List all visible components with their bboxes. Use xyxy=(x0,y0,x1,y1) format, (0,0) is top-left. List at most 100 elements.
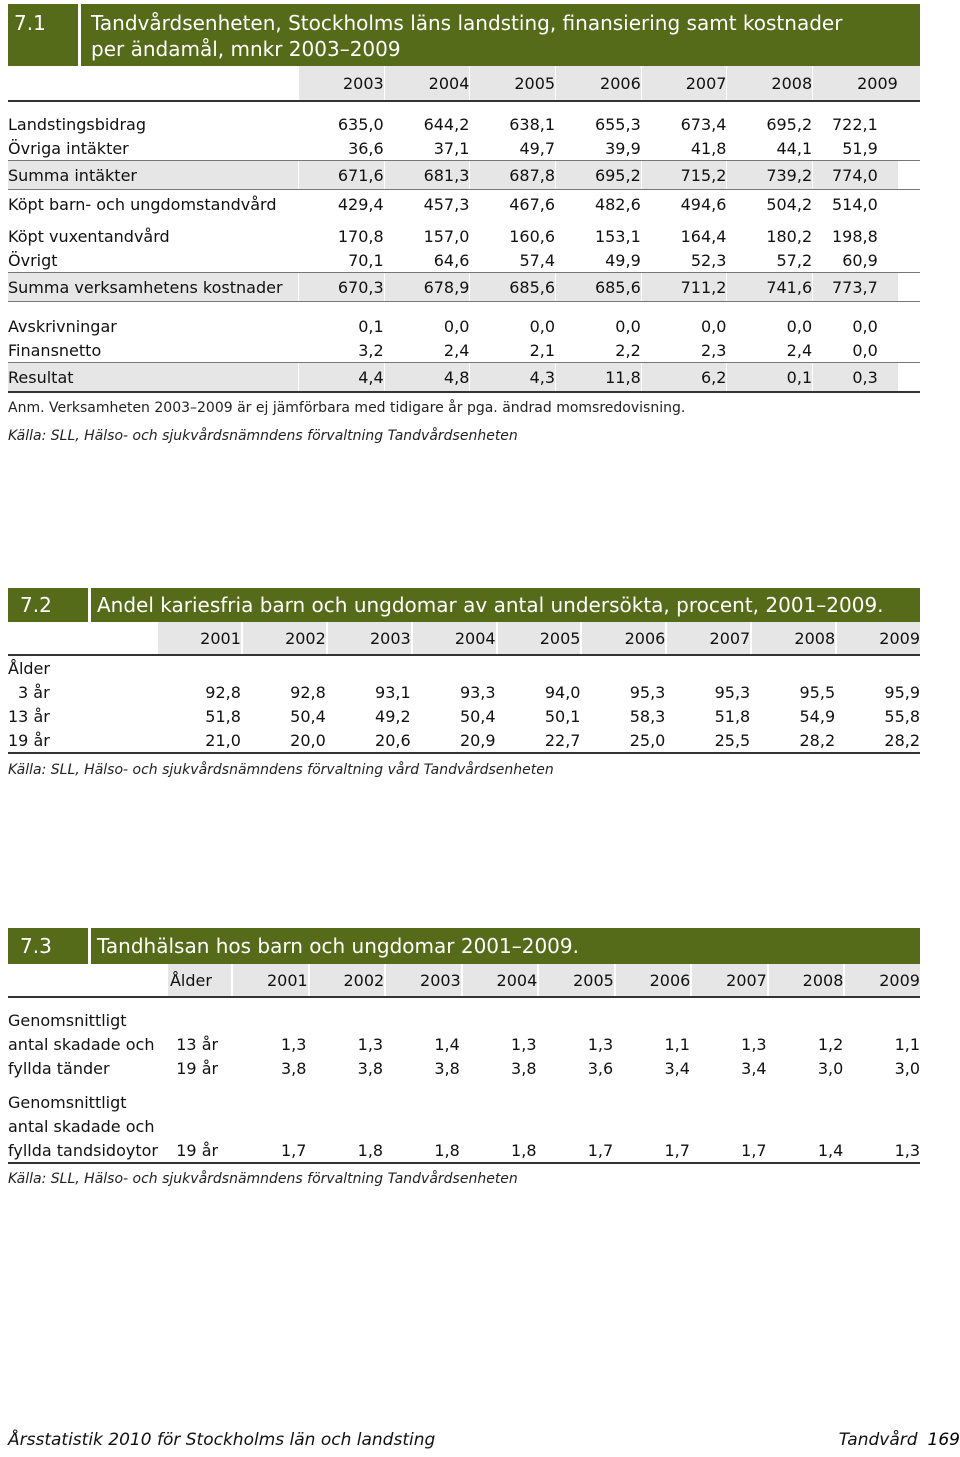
table-row: Summa intäkter 671,6 681,3 687,8 695,2 715,2 7… xyxy=(8,160,920,190)
table-cell: 93,3 xyxy=(459,682,496,702)
age-cell: 19 år xyxy=(176,1058,219,1078)
table-row: Övrigt 70,1 64,6 57,4 49,9 52,3 57,2 60,9 xyxy=(8,248,920,272)
row-label: 3 år xyxy=(18,682,50,702)
table-cell: 11,8 xyxy=(555,363,641,391)
table-cell: 494,6 xyxy=(680,194,727,214)
table-row: Genomsnittligt xyxy=(8,1090,920,1114)
table-cell: 22,7 xyxy=(544,730,581,750)
table-cell: 671,6 xyxy=(298,161,384,189)
row-label: Köpt vuxentandvård xyxy=(8,226,170,246)
table-cell: 681,3 xyxy=(383,161,470,189)
table-cell: 0,0 xyxy=(700,316,727,336)
table-cell: 429,4 xyxy=(337,194,384,214)
table-cell: 70,1 xyxy=(348,250,384,270)
table-cell: 57,4 xyxy=(519,250,556,270)
table-source: Källa: SLL, Hälso- och sjukvårdsnämndens… xyxy=(8,428,518,444)
row-label: Genomsnittligt xyxy=(8,1092,127,1112)
column-header-year: 2007 xyxy=(665,622,750,654)
table-cell: 50,1 xyxy=(544,706,581,726)
table-row: Summa verksamhetens kostnader 670,3 678,9 6… xyxy=(8,272,920,302)
column-header-year: 2009 xyxy=(835,622,920,654)
table-header-row: Ålder 2001 2002 2003 2004 2005 2006 2007 2008 20… xyxy=(8,964,920,998)
row-label: Genomsnittligt xyxy=(8,1010,127,1030)
table-title: Tandhälsan hos barn och ungdomar 2001–20… xyxy=(97,934,579,958)
table-row: antal skadade och xyxy=(8,1114,920,1138)
table-cell: 3,4 xyxy=(664,1058,690,1078)
table-cell: 2,2 xyxy=(615,340,641,360)
table-cell: 687,8 xyxy=(469,161,556,189)
table-cell: 1,7 xyxy=(587,1140,614,1160)
table-source: Källa: SLL, Hälso- och sjukvårdsnämndens… xyxy=(8,1171,518,1187)
table-cell: 695,2 xyxy=(766,114,813,134)
table-cell: 1,2 xyxy=(817,1034,844,1054)
page-footer: Årsstatistik 2010 för Stockholms län och… xyxy=(8,1430,960,1450)
table-cell: 739,2 xyxy=(726,161,813,189)
table-cell: 635,0 xyxy=(337,114,384,134)
row-label: antal skadade och xyxy=(8,1034,155,1054)
table-cell: 3,8 xyxy=(434,1058,460,1078)
table-cell: 670,3 xyxy=(298,273,384,301)
table-cell: 3,0 xyxy=(817,1058,844,1078)
table-header-row: 2001 2002 2003 2004 2005 2006 2007 2008 2009 xyxy=(8,622,920,656)
table-cell: 0,3 xyxy=(812,363,898,391)
table-cell: 2,1 xyxy=(529,340,556,360)
table-row: 19 år 21,0 20,0 20,6 20,9 22,7 25,0 25,5 28,2 28,… xyxy=(8,728,920,752)
column-header-year: 2005 xyxy=(495,622,580,654)
age-cell: 13 år xyxy=(176,1034,219,1054)
table-cell: 457,3 xyxy=(423,194,470,214)
table-cell: 51,8 xyxy=(714,706,751,726)
table-cell: 741,6 xyxy=(726,273,813,301)
table-cell: 1,7 xyxy=(741,1140,767,1160)
table-cell: 198,8 xyxy=(832,226,878,246)
column-header-year: 2002 xyxy=(307,964,384,996)
table-cell: 1,1 xyxy=(664,1034,690,1054)
table-cell: 20,9 xyxy=(459,730,496,750)
age-cell: 19 år xyxy=(176,1140,219,1160)
table-cell: 49,2 xyxy=(375,706,411,726)
table-row: 3 år 92,8 92,8 93,1 93,3 94,0 95,3 95,3 95,5 95,9 xyxy=(8,680,920,704)
table-body: Genomsnittligt antal skadade och 13 år 1,3 1… xyxy=(8,1008,920,1164)
table-cell: 50,4 xyxy=(290,706,326,726)
row-label: Köpt barn- och ungdomstandvård xyxy=(8,194,277,214)
footer-publication: Årsstatistik 2010 för Stockholms län och… xyxy=(8,1430,436,1450)
table-row: Övriga intäkter 36,6 37,1 49,7 39,9 41,8 44,1 5… xyxy=(8,136,920,160)
row-label: 13 år xyxy=(8,706,50,726)
table-cell: 44,1 xyxy=(776,138,813,158)
table-cell: 2,4 xyxy=(786,340,813,360)
table-cell: 180,2 xyxy=(766,226,813,246)
table-cell: 3,8 xyxy=(357,1058,384,1078)
footer-section: Tandvård xyxy=(838,1430,918,1450)
table-cell: 2,3 xyxy=(700,340,727,360)
table-cell: 774,0 xyxy=(812,161,898,189)
table-cell: 20,0 xyxy=(290,730,326,750)
table-row: 13 år 51,8 50,4 49,2 50,4 50,1 58,3 51,8 54,9 55,… xyxy=(8,704,920,728)
table-row: Avskrivningar 0,1 0,0 0,0 0,0 0,0 0,0 0,0 xyxy=(8,314,920,338)
table-cell: 95,3 xyxy=(714,682,751,702)
table-row: Finansnetto 3,2 2,4 2,1 2,2 2,3 2,4 0,0 xyxy=(8,338,920,362)
table-cell: 644,2 xyxy=(423,114,470,134)
table-cell: 773,7 xyxy=(812,273,898,301)
column-header-year: 2008 xyxy=(726,66,812,100)
table-cell: 4,3 xyxy=(469,363,556,391)
column-header-year: 2003 xyxy=(384,964,461,996)
table-cell: 722,1 xyxy=(832,114,878,134)
table-cell: 673,4 xyxy=(680,114,727,134)
table-cell: 52,3 xyxy=(690,250,727,270)
column-header-year: 2006 xyxy=(555,66,641,100)
table-number: 7.1 xyxy=(14,11,46,35)
table-cell: 170,8 xyxy=(337,226,384,246)
table-cell: 1,3 xyxy=(280,1034,307,1054)
column-header-year: 2007 xyxy=(640,66,726,100)
row-label: Summa verksamhetens kostnader xyxy=(8,273,298,301)
table-cell: 0,0 xyxy=(852,340,878,360)
table-7-2-title-bar: 7.2 Andel kariesfria barn och ungdomar a… xyxy=(8,588,920,622)
table-cell: 92,8 xyxy=(290,682,326,702)
table-cell: 58,3 xyxy=(629,706,666,726)
column-header-year: 2007 xyxy=(690,964,767,996)
table-cell: 20,6 xyxy=(375,730,411,750)
table-cell: 41,8 xyxy=(690,138,727,158)
table-cell: 49,7 xyxy=(519,138,556,158)
table-row: antal skadade och 13 år 1,3 1,3 1,4 1,3 1,3 1,1… xyxy=(8,1032,920,1056)
column-header-year: 2008 xyxy=(750,622,835,654)
table-cell: 51,8 xyxy=(205,706,241,726)
